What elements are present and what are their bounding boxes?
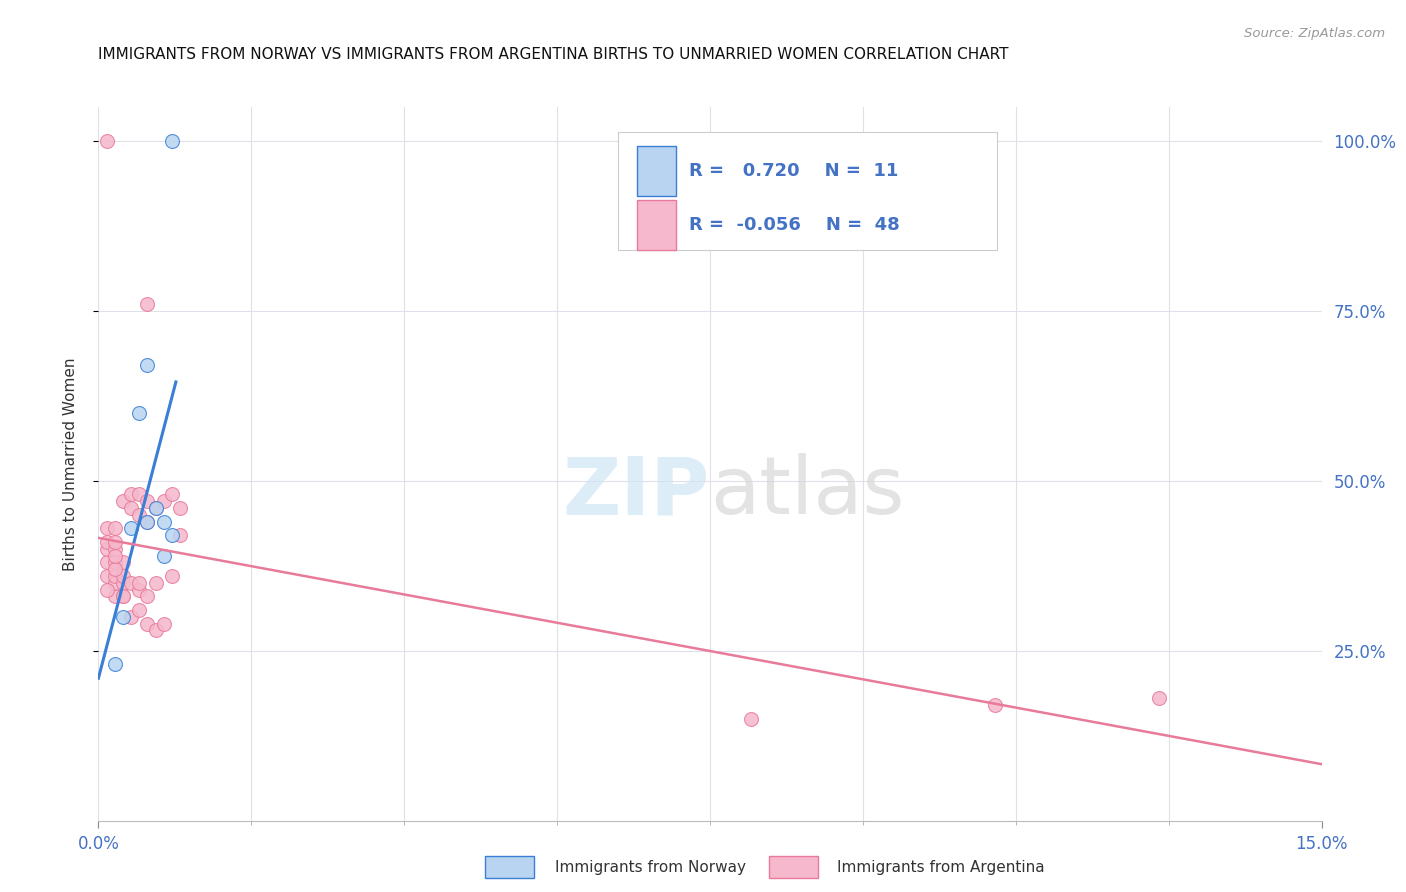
Point	[120, 609, 142, 624]
Point	[96, 541, 118, 556]
Text: IMMIGRANTS FROM NORWAY VS IMMIGRANTS FROM ARGENTINA BIRTHS TO UNMARRIED WOMEN CO: IMMIGRANTS FROM NORWAY VS IMMIGRANTS FRO…	[98, 47, 1010, 62]
Point	[96, 521, 118, 535]
Point	[740, 712, 762, 726]
Point	[104, 521, 127, 535]
Point	[120, 487, 142, 501]
Point	[128, 406, 150, 420]
Point	[152, 549, 174, 563]
Point	[96, 569, 118, 583]
Point	[136, 494, 159, 508]
Point	[104, 535, 127, 549]
Point	[128, 487, 150, 501]
Point	[136, 616, 159, 631]
Point	[104, 575, 127, 590]
Text: atlas: atlas	[710, 453, 904, 532]
Text: Immigrants from Norway: Immigrants from Norway	[555, 860, 747, 874]
Point	[111, 555, 134, 569]
Text: R =   0.720    N =  11: R = 0.720 N = 11	[689, 162, 898, 180]
Point	[136, 515, 159, 529]
Point	[96, 555, 118, 569]
FancyBboxPatch shape	[637, 200, 676, 250]
Point	[160, 528, 183, 542]
Point	[128, 575, 150, 590]
FancyBboxPatch shape	[637, 146, 676, 196]
Point	[104, 555, 127, 569]
Point	[169, 528, 191, 542]
Point	[136, 297, 159, 311]
Point	[145, 501, 167, 516]
Point	[128, 508, 150, 522]
Point	[128, 603, 150, 617]
Point	[984, 698, 1007, 712]
Point	[160, 569, 183, 583]
Point	[120, 501, 142, 516]
Text: ZIP: ZIP	[562, 453, 710, 532]
Point	[128, 582, 150, 597]
Point	[104, 590, 127, 604]
FancyBboxPatch shape	[619, 132, 997, 250]
Point	[111, 590, 134, 604]
Point	[104, 541, 127, 556]
Point	[160, 487, 183, 501]
Point	[111, 569, 134, 583]
Point	[104, 562, 127, 576]
Point	[145, 501, 167, 516]
Point	[169, 501, 191, 516]
Point	[96, 134, 118, 148]
Point	[96, 582, 118, 597]
Text: R =  -0.056    N =  48: R = -0.056 N = 48	[689, 216, 900, 234]
Text: Source: ZipAtlas.com: Source: ZipAtlas.com	[1244, 27, 1385, 40]
Point	[152, 616, 174, 631]
Point	[145, 575, 167, 590]
Point	[136, 515, 159, 529]
Point	[152, 515, 174, 529]
Point	[104, 569, 127, 583]
Point	[104, 657, 127, 672]
Point	[136, 590, 159, 604]
Point	[136, 359, 159, 373]
Text: Immigrants from Argentina: Immigrants from Argentina	[837, 860, 1045, 874]
Point	[120, 575, 142, 590]
Point	[96, 535, 118, 549]
Point	[160, 134, 183, 148]
Point	[1147, 691, 1170, 706]
Point	[120, 521, 142, 535]
Point	[145, 624, 167, 638]
Point	[111, 609, 134, 624]
Point	[152, 494, 174, 508]
Point	[111, 590, 134, 604]
Y-axis label: Births to Unmarried Women: Births to Unmarried Women	[63, 357, 77, 571]
Point	[111, 575, 134, 590]
Point	[111, 494, 134, 508]
Point	[104, 549, 127, 563]
